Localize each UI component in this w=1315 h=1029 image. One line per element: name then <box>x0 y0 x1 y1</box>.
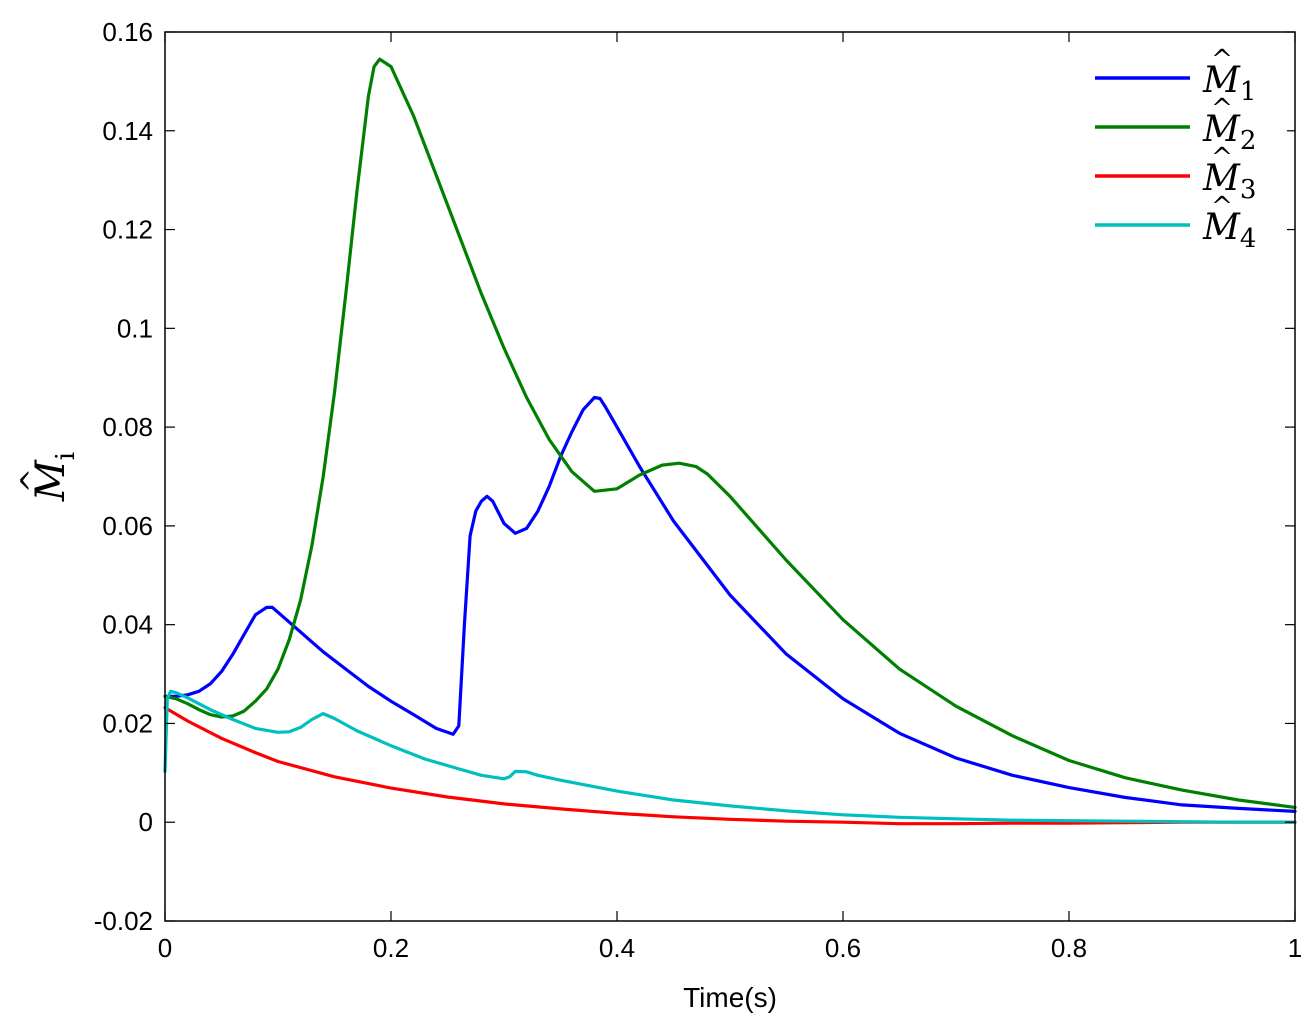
x-tick-label: 1 <box>1288 933 1302 963</box>
y-tick-label: 0.16 <box>102 17 153 47</box>
x-tick-label: 0.8 <box>1051 933 1087 963</box>
x-tick-label: 0.2 <box>373 933 409 963</box>
y-tick-label: 0.14 <box>102 116 153 146</box>
legend: M1^M2^M3^M4^ <box>1082 45 1287 255</box>
x-tick-label: 0 <box>158 933 172 963</box>
y-axis-label-hat: ^ <box>15 468 50 493</box>
x-tick-label: 0.6 <box>825 933 861 963</box>
y-tick-label: 0 <box>139 807 153 837</box>
legend-label-hat: ^ <box>1211 94 1233 124</box>
legend-label-1: M1 <box>1202 60 1256 107</box>
y-tick-label: 0.06 <box>102 511 153 541</box>
series-line-2 <box>163 57 1297 810</box>
x-axis-ticks: 0 0.2 0.4 0.6 0.8 1 <box>158 32 1302 963</box>
y-axis-label: Mi ^ <box>15 452 81 502</box>
y-tick-label: 0.04 <box>102 610 153 640</box>
x-tick-label: 0.4 <box>599 933 635 963</box>
series-line-3 <box>163 705 1297 826</box>
axes-frame <box>164 31 1296 922</box>
legend-label-3: M3 <box>1202 158 1256 205</box>
legend-label-2: M2 <box>1202 109 1256 156</box>
y-axis-label-base: M <box>28 459 74 502</box>
y-axis-label-sub: i <box>51 452 81 460</box>
x-axis-label: Time(s) <box>683 982 777 1013</box>
series-layer <box>163 57 1297 826</box>
y-tick-label: 0.02 <box>102 708 153 738</box>
y-tick-label: 0.08 <box>102 412 153 442</box>
y-tick-label: 0.1 <box>117 313 153 343</box>
axes <box>164 31 1296 922</box>
legend-label-hat: ^ <box>1211 192 1233 222</box>
series-line-1 <box>163 395 1297 814</box>
svg-text:Mi: Mi <box>28 452 81 502</box>
series-line-4 <box>163 689 1297 824</box>
y-axis-ticks: -0.02 0 0.02 0.04 0.06 0.08 0.1 0.12 0.14 0.16 <box>94 17 1295 936</box>
legend-label-hat: ^ <box>1211 45 1233 75</box>
y-tick-label: -0.02 <box>94 906 153 936</box>
legend-label-hat: ^ <box>1211 143 1233 173</box>
y-tick-label: 0.12 <box>102 215 153 245</box>
legend-label-4: M4 <box>1202 207 1256 254</box>
